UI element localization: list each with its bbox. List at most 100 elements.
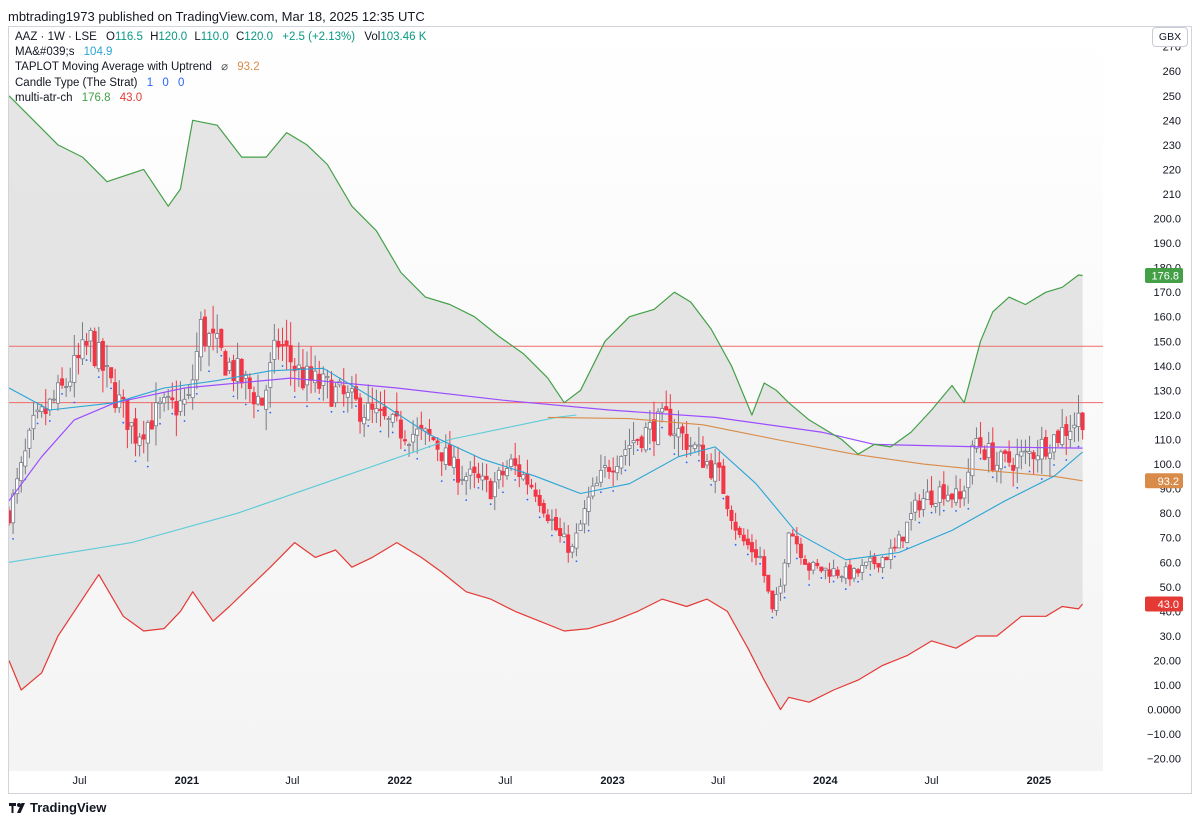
x-tick-label: 2021 [175, 775, 199, 787]
candle-24 [105, 344, 110, 388]
candle-259 [1064, 416, 1069, 461]
candle-body [990, 442, 995, 471]
x-tick-label: Jul [711, 775, 725, 787]
legend-vol-label: Vol [364, 31, 381, 43]
candle-46 [194, 332, 199, 395]
candle-body [509, 458, 514, 468]
y-tick-label: 230 [1163, 140, 1181, 152]
candle-body [157, 401, 162, 404]
candle-body [500, 470, 505, 476]
y-tick-label: 30.0 [1160, 631, 1181, 643]
candle-153 [631, 421, 636, 455]
price-tag: 176.8 [1145, 267, 1183, 283]
candle-222 [913, 492, 918, 521]
candle-body [545, 514, 550, 521]
candle-52 [219, 328, 224, 357]
publisher-header: mbtrading1973 published on TradingView.c… [8, 9, 425, 24]
strat-marker [110, 387, 112, 390]
strat-marker [624, 469, 627, 472]
candle-155 [639, 434, 644, 453]
y-tick-label: 80.0 [1160, 508, 1181, 520]
chart-frame[interactable]: 270260250240230220210200.0190.0180.0170.… [8, 26, 1192, 794]
candle-body [43, 408, 48, 415]
candle-220 [905, 521, 910, 550]
legend-ma-value: 104.9 [83, 46, 113, 59]
candle-body [815, 562, 820, 567]
candle-19 [84, 333, 89, 361]
candle-79 [329, 371, 334, 413]
candle-106 [439, 452, 444, 482]
price-tag-label: 93.2 [1158, 476, 1179, 488]
candle-body [586, 496, 591, 512]
legend-row-strat[interactable]: Candle Type (The Strat) 1 0 0 [15, 76, 426, 91]
candle-91 [378, 391, 383, 433]
candle-body [717, 462, 722, 468]
price-chart[interactable]: 270260250240230220210200.0190.0180.0170.… [9, 27, 1191, 793]
strat-marker [551, 534, 553, 537]
legend-taplot-name[interactable]: TAPLOT Moving Average with Uptrend [15, 61, 212, 74]
strat-marker [881, 577, 884, 579]
y-axis: 270260250240230220210200.0190.0180.0170.… [1145, 42, 1183, 766]
candle-body [884, 557, 889, 561]
candle-body [247, 377, 252, 389]
candle-body [1080, 412, 1085, 431]
candle-137 [566, 525, 571, 563]
candle-body [521, 474, 526, 480]
candle-195 [803, 555, 808, 565]
legend-row-ma[interactable]: MA&#039;s 104.9 [15, 45, 426, 60]
candle-body [300, 367, 305, 389]
candle-257 [1056, 429, 1061, 448]
candle-230 [945, 485, 950, 503]
candle-body [721, 465, 726, 495]
candle-body [1031, 452, 1036, 460]
strat-marker [1004, 466, 1006, 469]
candle-body [321, 373, 326, 386]
legend-strat-name[interactable]: Candle Type (The Strat) [15, 76, 138, 89]
candle-body [15, 478, 20, 495]
legend-row-taplot[interactable]: TAPLOT Moving Average with Uptrend ⌀ 93.… [15, 60, 426, 75]
currency-button[interactable]: GBX [1152, 27, 1188, 47]
y-tick-label: 50.0 [1160, 582, 1181, 594]
candle-body [415, 428, 420, 436]
candle-body [202, 316, 207, 346]
legend-row-atr[interactable]: multi-atr-ch 176.8 43.0 [15, 91, 426, 106]
candle-139 [574, 523, 579, 563]
candle-body [1076, 412, 1081, 428]
strat-marker [257, 409, 259, 412]
legend-row-ohlc[interactable]: AAZ · 1W · LSE O116.5 H120.0 L110.0 C120… [15, 30, 426, 45]
strat-marker [771, 616, 774, 619]
candle-182 [749, 534, 754, 563]
candle-37 [157, 396, 162, 425]
candle-119 [492, 472, 497, 511]
price-tag: 93.2 [1145, 473, 1183, 489]
strat-marker [146, 465, 149, 468]
candle-body [909, 513, 914, 520]
candle-body [329, 379, 334, 407]
candle-body [962, 490, 967, 499]
strat-marker [330, 410, 333, 413]
candle-body [729, 509, 734, 521]
candle-6 [31, 402, 36, 441]
candle-23 [100, 338, 105, 393]
candle-225 [925, 479, 930, 500]
candle-243 [998, 449, 1003, 484]
candle-body [794, 536, 799, 545]
candle-body [219, 328, 224, 348]
legend-atr-name[interactable]: multi-atr-ch [15, 91, 73, 104]
candle-110 [455, 446, 460, 495]
strat-marker [440, 480, 443, 482]
strat-marker [783, 596, 786, 599]
strat-marker [404, 449, 406, 452]
candle-body [541, 502, 546, 514]
candle-201 [827, 562, 832, 583]
legend-ma-name[interactable]: MA&#039;s [15, 46, 75, 59]
candle-187 [770, 590, 775, 619]
candle-body [917, 500, 922, 511]
legend-symbol[interactable]: AAZ · 1W · LSE [15, 31, 97, 43]
candle-109 [451, 446, 456, 481]
candle-body [868, 557, 873, 562]
candle-body [292, 365, 297, 372]
candle-209 [860, 558, 865, 581]
strat-marker [710, 484, 713, 486]
candle-body [954, 488, 959, 503]
